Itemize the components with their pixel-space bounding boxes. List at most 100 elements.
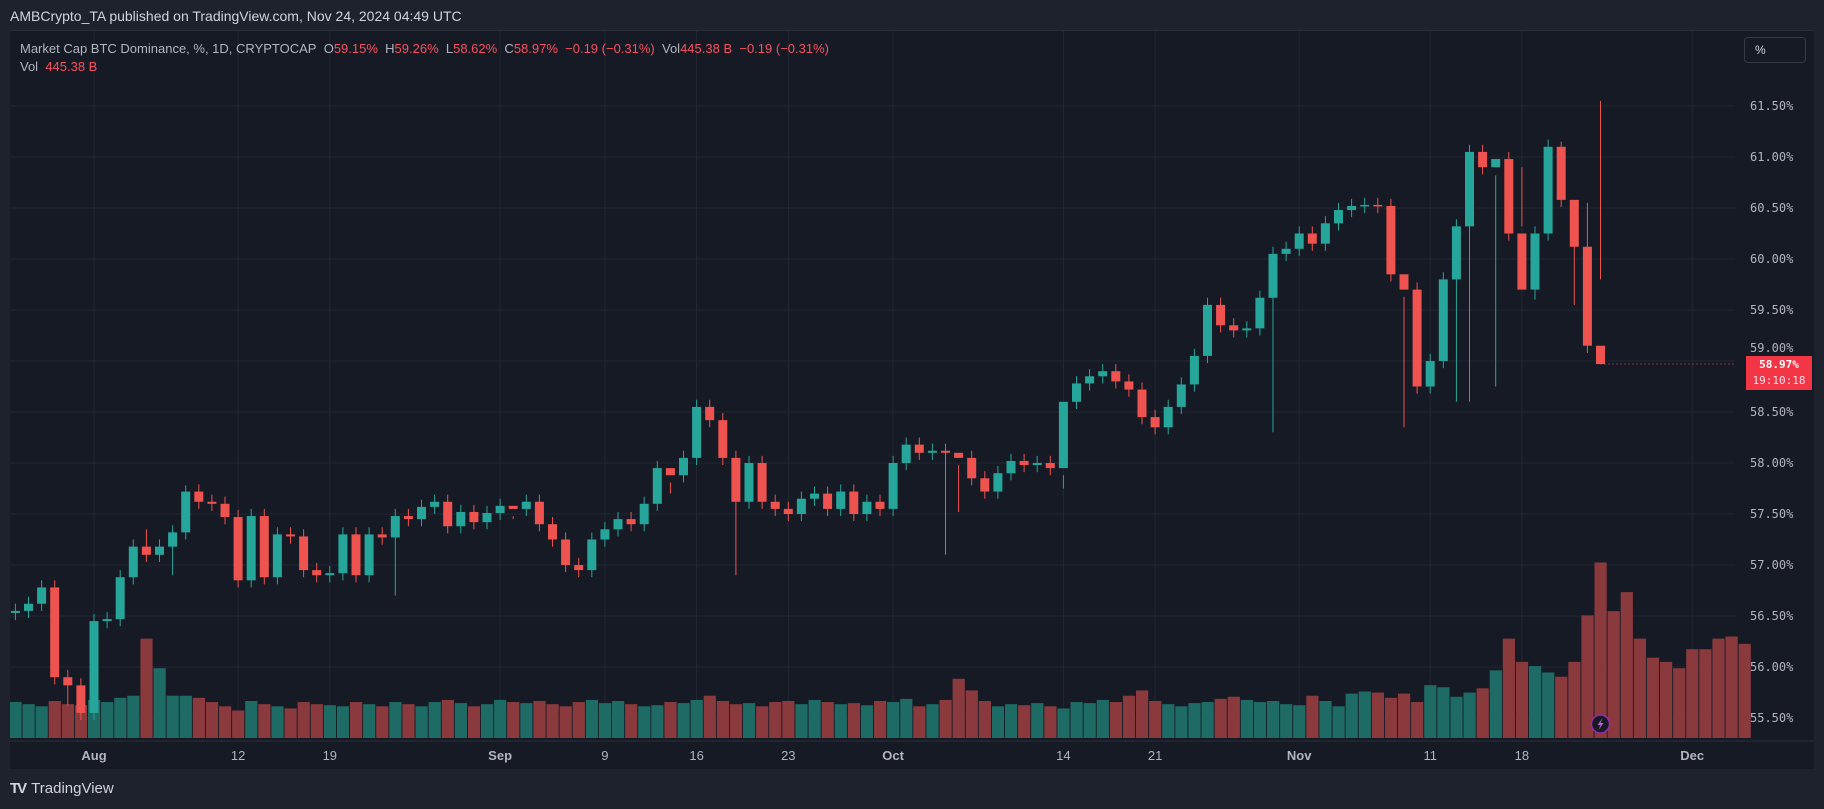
candle-body: [954, 452, 964, 458]
volume-bar: [258, 704, 271, 738]
candle: [1307, 226, 1317, 251]
x-tick-label: 16: [689, 748, 703, 763]
candle-body: [246, 516, 256, 581]
candlestick-chart[interactable]: 61.50% 61.00% 60.50% 60.00% 59.50% 59.00% 58.5…: [10, 31, 1814, 769]
candle: [1412, 282, 1422, 394]
candle-body: [1072, 383, 1081, 402]
volume-bar: [1529, 666, 1542, 738]
open-label: O: [323, 41, 334, 56]
candle: [888, 455, 898, 517]
candle: [325, 566, 335, 583]
candle-body: [37, 587, 47, 604]
candle-body: [1556, 146, 1566, 200]
volume-bar: [1712, 638, 1725, 738]
volume-bar: [1044, 706, 1057, 738]
footer-brand[interactable]: TV TradingView: [10, 780, 114, 797]
candle-body: [1425, 361, 1435, 387]
last-price: 58.97%: [1759, 358, 1799, 371]
candle: [1098, 364, 1108, 384]
candle: [757, 455, 767, 509]
volume-bar: [638, 706, 651, 738]
volume-bar: [1699, 649, 1712, 738]
candle: [417, 499, 426, 527]
candle: [744, 455, 754, 509]
candle-body: [836, 491, 846, 509]
volume-bar: [1660, 661, 1673, 738]
candle-body: [1465, 151, 1474, 227]
candle-body: [1189, 355, 1199, 385]
y-tick-label: 61.00%: [1750, 150, 1794, 164]
volume-bar: [1162, 704, 1175, 738]
candle-body: [941, 450, 950, 453]
volume-bar: [74, 705, 88, 738]
candle: [1582, 202, 1592, 353]
volume-bar: [612, 701, 625, 738]
volume-bar: [1096, 699, 1109, 738]
candle-body: [155, 546, 164, 555]
volume-bar: [847, 703, 860, 738]
volume-bar: [887, 702, 900, 738]
volume-bar: [232, 710, 245, 738]
candle: [259, 508, 269, 585]
candle-body: [1517, 233, 1527, 290]
candle-body: [574, 565, 584, 571]
candle-body: [312, 570, 322, 576]
candle: [1281, 241, 1291, 262]
candle-body: [901, 444, 911, 463]
y-tick-label: 56.50%: [1750, 609, 1794, 623]
publish-info: AMBCrypto_TA published on TradingView.co…: [10, 8, 462, 24]
lightning-glyph-icon: [1597, 718, 1604, 730]
candle: [967, 450, 977, 486]
candle-body: [495, 505, 505, 513]
x-tick-label: Sep: [488, 748, 512, 763]
volume-bar: [1149, 701, 1162, 738]
candle: [1150, 409, 1160, 435]
candle: [849, 484, 859, 522]
candle: [1334, 202, 1343, 231]
candle: [521, 494, 531, 517]
volume-bar: [834, 704, 847, 738]
percent-scale-button[interactable]: %: [1744, 37, 1806, 63]
candle-body: [1019, 460, 1029, 466]
volume-bar: [1122, 695, 1136, 738]
volume-bar: [1201, 702, 1214, 738]
candle-body: [403, 516, 413, 520]
x-tick-label: 14: [1056, 748, 1070, 763]
volume-bar: [61, 704, 74, 738]
candle-body: [1451, 226, 1461, 280]
candle-body: [613, 519, 623, 530]
volume-bar: [1581, 615, 1594, 738]
candle-body: [390, 516, 400, 538]
candle-body: [10, 610, 20, 613]
candle: [613, 511, 623, 537]
candle-body: [168, 532, 178, 547]
candle: [639, 496, 649, 532]
volume-label[interactable]: Vol: [20, 59, 39, 74]
x-tick-label: Nov: [1287, 748, 1312, 763]
candle: [1229, 318, 1239, 338]
candle-body: [862, 501, 872, 514]
candle: [1124, 374, 1134, 397]
candle: [692, 399, 702, 466]
candle-body: [24, 603, 33, 611]
candle-body: [233, 517, 243, 581]
candle-body: [1032, 463, 1042, 466]
candle: [1294, 226, 1304, 256]
candle: [1517, 167, 1527, 290]
volume-bar: [598, 703, 612, 738]
candle-body: [927, 450, 937, 453]
chart-pane[interactable]: 61.50% 61.00% 60.50% 60.00% 59.50% 59.00% 58.5…: [10, 30, 1814, 769]
candle: [875, 494, 885, 517]
candle-body: [259, 516, 269, 578]
volume-bar: [271, 706, 284, 738]
volume-bar: [1411, 702, 1424, 738]
candle: [1006, 453, 1016, 481]
volume-bar: [10, 702, 22, 738]
volume-bar: [494, 699, 507, 738]
volume-bar: [533, 701, 546, 738]
volume-bar: [716, 701, 729, 738]
symbol-label[interactable]: Market Cap BTC Dominance, %, 1D, CRYPTOC…: [20, 41, 317, 56]
candle: [783, 501, 793, 522]
candle-body: [1294, 233, 1304, 249]
volume-bar: [1175, 706, 1188, 738]
